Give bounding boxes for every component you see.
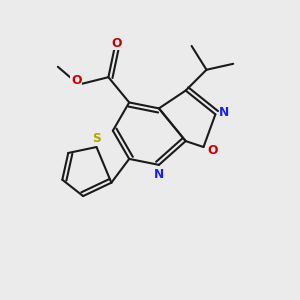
Text: O: O [207, 143, 218, 157]
Text: O: O [112, 37, 122, 50]
Text: N: N [154, 168, 164, 181]
Text: O: O [71, 74, 82, 87]
Text: S: S [92, 132, 101, 145]
Text: N: N [219, 106, 230, 119]
